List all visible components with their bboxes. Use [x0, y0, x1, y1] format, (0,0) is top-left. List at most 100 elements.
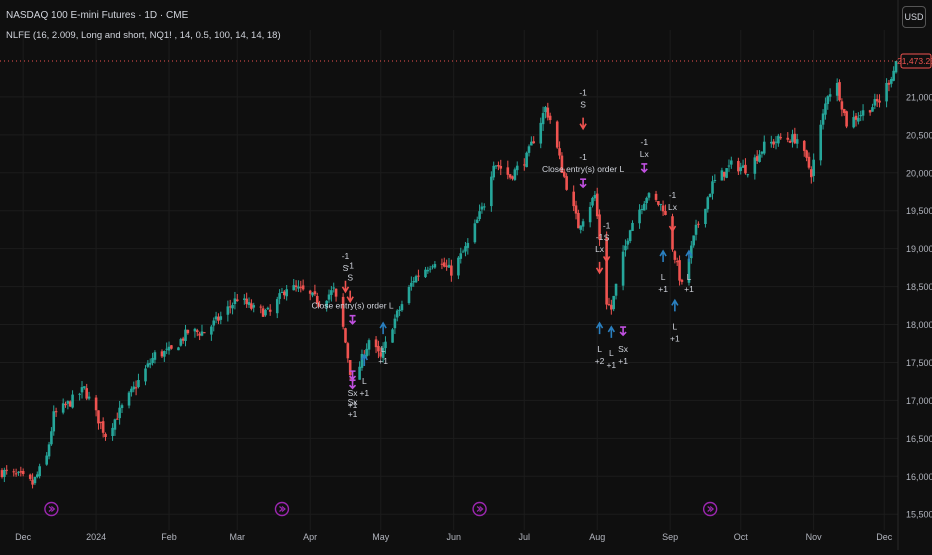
x-tick-label: Dec	[15, 532, 32, 542]
candle-body	[706, 197, 710, 210]
trade-label: -1	[579, 152, 587, 162]
candle-body	[165, 348, 168, 350]
trade-label: L	[609, 348, 614, 358]
candle-body	[595, 193, 599, 217]
candle-body	[868, 110, 872, 113]
indicator-legend[interactable]: NLFE (16, 2.009, Long and short, NQ1! , …	[6, 30, 281, 41]
candle-body	[588, 206, 592, 223]
candle-body	[184, 329, 187, 341]
candle-body	[873, 99, 877, 106]
event-arrow-icon	[48, 506, 56, 512]
short-entry-arrow	[579, 117, 587, 131]
candle-body	[657, 201, 660, 205]
candle-body	[424, 269, 427, 278]
candle-body	[694, 224, 698, 235]
candle-body	[3, 469, 6, 477]
candle-body	[80, 387, 84, 393]
candle-body	[892, 70, 895, 81]
candle-body	[675, 261, 679, 263]
candle-body	[360, 353, 364, 368]
trade-label: +1	[606, 360, 616, 370]
y-tick-label: 18,000.00	[906, 320, 932, 330]
candle-body	[546, 107, 550, 118]
candle-body	[654, 193, 658, 200]
candle-body	[28, 474, 32, 479]
y-tick-label: 17,000.00	[906, 396, 932, 406]
candle-body	[494, 165, 498, 167]
candle-body	[193, 328, 197, 332]
y-tick-label: 16,500.00	[906, 434, 932, 444]
candle-body	[50, 431, 53, 445]
trade-label: L	[672, 321, 677, 331]
candle-body	[544, 107, 547, 113]
close-order-marker	[348, 370, 357, 381]
candle-body	[132, 386, 136, 390]
candle-body	[889, 79, 893, 84]
x-tick-label: Aug	[589, 532, 605, 542]
candle-body	[480, 206, 484, 210]
currency-button[interactable]: USD	[902, 6, 926, 28]
candle-body	[259, 306, 263, 308]
candle-body	[875, 98, 879, 102]
candle-body	[722, 171, 726, 177]
y-tick-label: 20,000.00	[906, 168, 932, 178]
long-entry-arrow	[360, 353, 368, 366]
x-tick-label: Jul	[519, 532, 531, 542]
candle-body	[871, 107, 874, 112]
candle-body	[810, 169, 813, 178]
candle-body	[54, 411, 58, 413]
candle-body	[200, 331, 204, 336]
candle-body	[887, 82, 891, 85]
candle-body	[457, 257, 460, 276]
candle-body	[442, 262, 446, 267]
candle-body	[5, 469, 9, 471]
candle-body	[78, 393, 81, 395]
trade-label: +2	[595, 356, 605, 366]
candle-body	[826, 96, 830, 105]
candle-body	[330, 290, 333, 295]
candle-body	[179, 339, 183, 346]
candle-body	[464, 246, 467, 252]
candle-body	[593, 195, 597, 199]
candle-body	[560, 155, 564, 173]
candle-body	[680, 279, 684, 282]
candle-body	[819, 124, 823, 161]
candle-body	[744, 164, 747, 174]
x-tick-label: Mar	[230, 532, 246, 542]
candle-body	[334, 288, 338, 297]
candle-body	[894, 60, 898, 73]
candle-body	[755, 156, 759, 161]
trade-label: -1	[640, 137, 648, 147]
candle-body	[447, 264, 451, 268]
candle-body	[522, 164, 526, 166]
candle-body	[297, 286, 300, 289]
x-tick-label: Sep	[662, 532, 678, 542]
trade-label: L	[687, 272, 692, 282]
candle-body	[280, 292, 284, 294]
close-order-marker	[579, 178, 587, 189]
candle-body	[565, 176, 568, 190]
trade-label: +1	[378, 356, 388, 366]
candle-body	[840, 101, 844, 110]
candle-body	[151, 358, 154, 364]
candle-body	[395, 310, 399, 318]
close-order-marker	[348, 314, 357, 325]
y-tick-label: 19,000.00	[906, 244, 932, 254]
candle-body	[690, 245, 693, 259]
candle-body	[861, 110, 865, 116]
candle-body	[725, 168, 728, 178]
candle-body	[673, 251, 677, 260]
short-entry-arrow	[341, 280, 350, 294]
candle-body	[115, 418, 119, 420]
candle-body	[527, 146, 531, 153]
candle-body	[332, 287, 336, 289]
candle-body	[802, 140, 806, 151]
candle-body	[645, 197, 648, 204]
candle-body	[365, 348, 368, 357]
y-tick-label: 19,500.00	[906, 206, 932, 216]
event-arrow-icon	[476, 506, 484, 512]
candle-body	[346, 343, 350, 359]
event-arrow-icon	[707, 506, 715, 512]
